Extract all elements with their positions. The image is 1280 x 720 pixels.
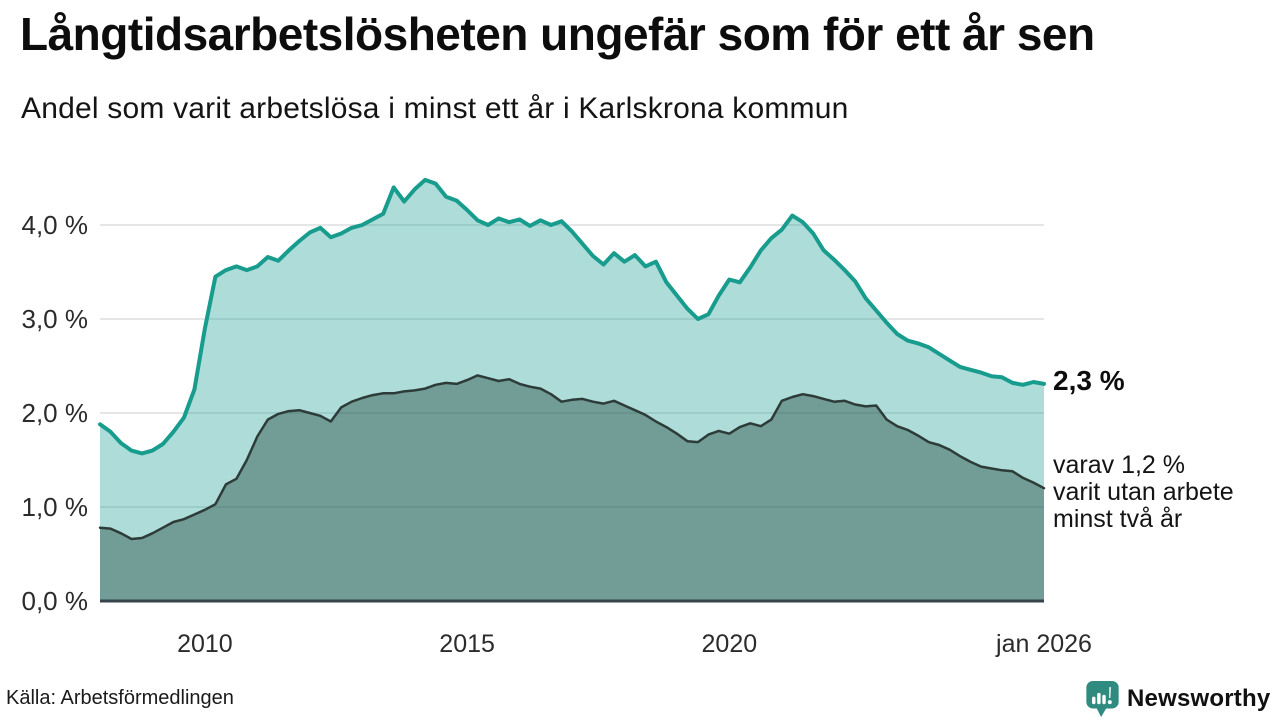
two-year-annotation-line1: varav 1,2 % xyxy=(1053,451,1186,479)
two-year-annotation-line2: varit utan arbete xyxy=(1053,478,1234,506)
newsworthy-icon xyxy=(1086,680,1119,718)
newsworthy-logo: Newsworthy xyxy=(1085,680,1270,718)
x-axis-label: 2015 xyxy=(439,630,495,658)
unemployed-min-one-year-area xyxy=(100,179,1044,601)
two-year-annotation: varav 1,2 % varit utan arbete minst två … xyxy=(1053,452,1234,533)
one-year-end-value-label: 2,3 % xyxy=(1053,365,1125,396)
x-axis-label: 2010 xyxy=(177,630,233,658)
y-axis-label: 3,0 % xyxy=(21,304,89,334)
y-axis-label: 1,0 % xyxy=(21,492,89,522)
unemployed-min-two-years-area xyxy=(100,375,1044,601)
chart-title: Långtidsarbetslösheten ungefär som för e… xyxy=(20,8,1095,60)
source-note: Källa: Arbetsförmedlingen xyxy=(6,687,234,709)
newsworthy-wordmark: Newsworthy xyxy=(1127,685,1271,712)
x-axis-label: 2020 xyxy=(701,630,758,658)
y-axis-label: 4,0 % xyxy=(21,210,89,240)
chart-subtitle: Andel som varit arbetslösa i minst ett å… xyxy=(21,92,849,125)
unemployed-min-one-year-line xyxy=(98,177,1046,456)
two-year-annotation-line3: minst två år xyxy=(1053,505,1183,533)
y-axis-label: 0,0 % xyxy=(21,586,89,616)
unemployed-min-two-years-line xyxy=(98,374,1046,541)
y-axis-label: 2,0 % xyxy=(21,398,89,428)
x-axis-label: jan 2026 xyxy=(996,630,1092,658)
